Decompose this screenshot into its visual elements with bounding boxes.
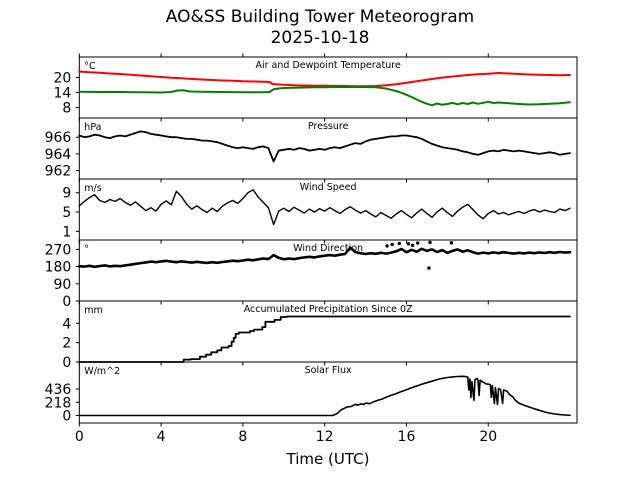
y-tick-label: 964 xyxy=(45,147,72,163)
panel-unit-label: mm xyxy=(84,305,103,316)
wind-direction-outlier-dot xyxy=(406,242,411,246)
y-tick-label: 0 xyxy=(62,294,71,310)
wind-direction-outlier-dot xyxy=(397,241,402,246)
panel-unit-label: m/s xyxy=(84,183,101,194)
y-tick-label: 14 xyxy=(53,86,71,102)
x-tick-label: 4 xyxy=(157,429,166,445)
y-tick-label: 962 xyxy=(45,164,72,180)
y-tick-label: 966 xyxy=(45,130,72,146)
wind-direction-outlier-dot xyxy=(449,241,454,245)
y-tick-label: 2 xyxy=(62,336,71,352)
wind-direction-outlier-dot xyxy=(410,243,415,248)
panel-title: Air and Dewpoint Temperature xyxy=(255,60,400,71)
panel-frame xyxy=(78,361,578,424)
figure-title-block: AO&SS Building Tower Meteorogram 2025-10… xyxy=(0,7,640,49)
x-tick-label: 12 xyxy=(316,429,334,445)
series-air-temperature xyxy=(78,70,571,88)
panel-title: Wind Direction xyxy=(293,243,363,254)
panel-unit-label: hPa xyxy=(84,122,101,133)
y-tick-label: 9 xyxy=(62,186,71,202)
wind-direction-outlier-dot xyxy=(385,244,389,248)
series-dewpoint-temperature xyxy=(78,86,571,107)
y-tick-label: 0 xyxy=(62,355,71,371)
y-tick-label: 436 xyxy=(45,382,72,398)
x-axis-label: Time (UTC) xyxy=(286,450,370,468)
panel-precipitation: 4 2 0 Accumulated Precipitation Since 0Z mm xyxy=(62,300,578,371)
wind-direction-outlier-dot xyxy=(390,242,394,247)
panel-title: Solar Flux xyxy=(305,365,352,376)
series-solar-flux xyxy=(78,375,571,417)
series-wind-speed xyxy=(78,189,571,226)
y-tick-label: 8 xyxy=(62,101,71,117)
panel-title: Wind Speed xyxy=(300,182,357,193)
panel-unit-label: W/m^2 xyxy=(84,366,120,377)
panel-unit-label: ° xyxy=(84,244,89,255)
x-tick-label: 0 xyxy=(75,429,84,445)
y-tick-label: 270 xyxy=(45,242,72,258)
x-tick-label: 16 xyxy=(398,429,416,445)
wind-direction-outlier-dot xyxy=(428,240,432,245)
wind-direction-outlier-dot xyxy=(427,266,431,270)
y-tick-label: 1 xyxy=(62,224,71,240)
figure-date: 2025-10-18 xyxy=(270,28,370,48)
y-tick-label: 0 xyxy=(62,409,71,425)
series-pressure xyxy=(78,130,571,163)
x-tick-label: 20 xyxy=(479,429,497,445)
panel-title: Pressure xyxy=(308,121,349,132)
panel-unit-label: °C xyxy=(84,61,96,72)
y-tick-label: 5 xyxy=(62,205,71,221)
panel-wind-speed: 9 5 1 Wind Speed m/s xyxy=(62,178,578,244)
panel-title: Accumulated Precipitation Since 0Z xyxy=(244,304,413,315)
y-tick-label: 180 xyxy=(45,260,72,276)
y-tick-label: 218 xyxy=(45,395,72,411)
series-accumulated-precipitation xyxy=(78,315,571,363)
y-tick-label: 4 xyxy=(62,316,71,332)
x-tick-label: 8 xyxy=(238,429,247,445)
y-tick-label: 90 xyxy=(53,277,71,293)
y-tick-label: 20 xyxy=(53,71,71,87)
figure-title: AO&SS Building Tower Meteorogram xyxy=(165,7,475,27)
wind-direction-outlier-dot xyxy=(416,241,420,245)
series-wind-direction xyxy=(78,246,572,269)
